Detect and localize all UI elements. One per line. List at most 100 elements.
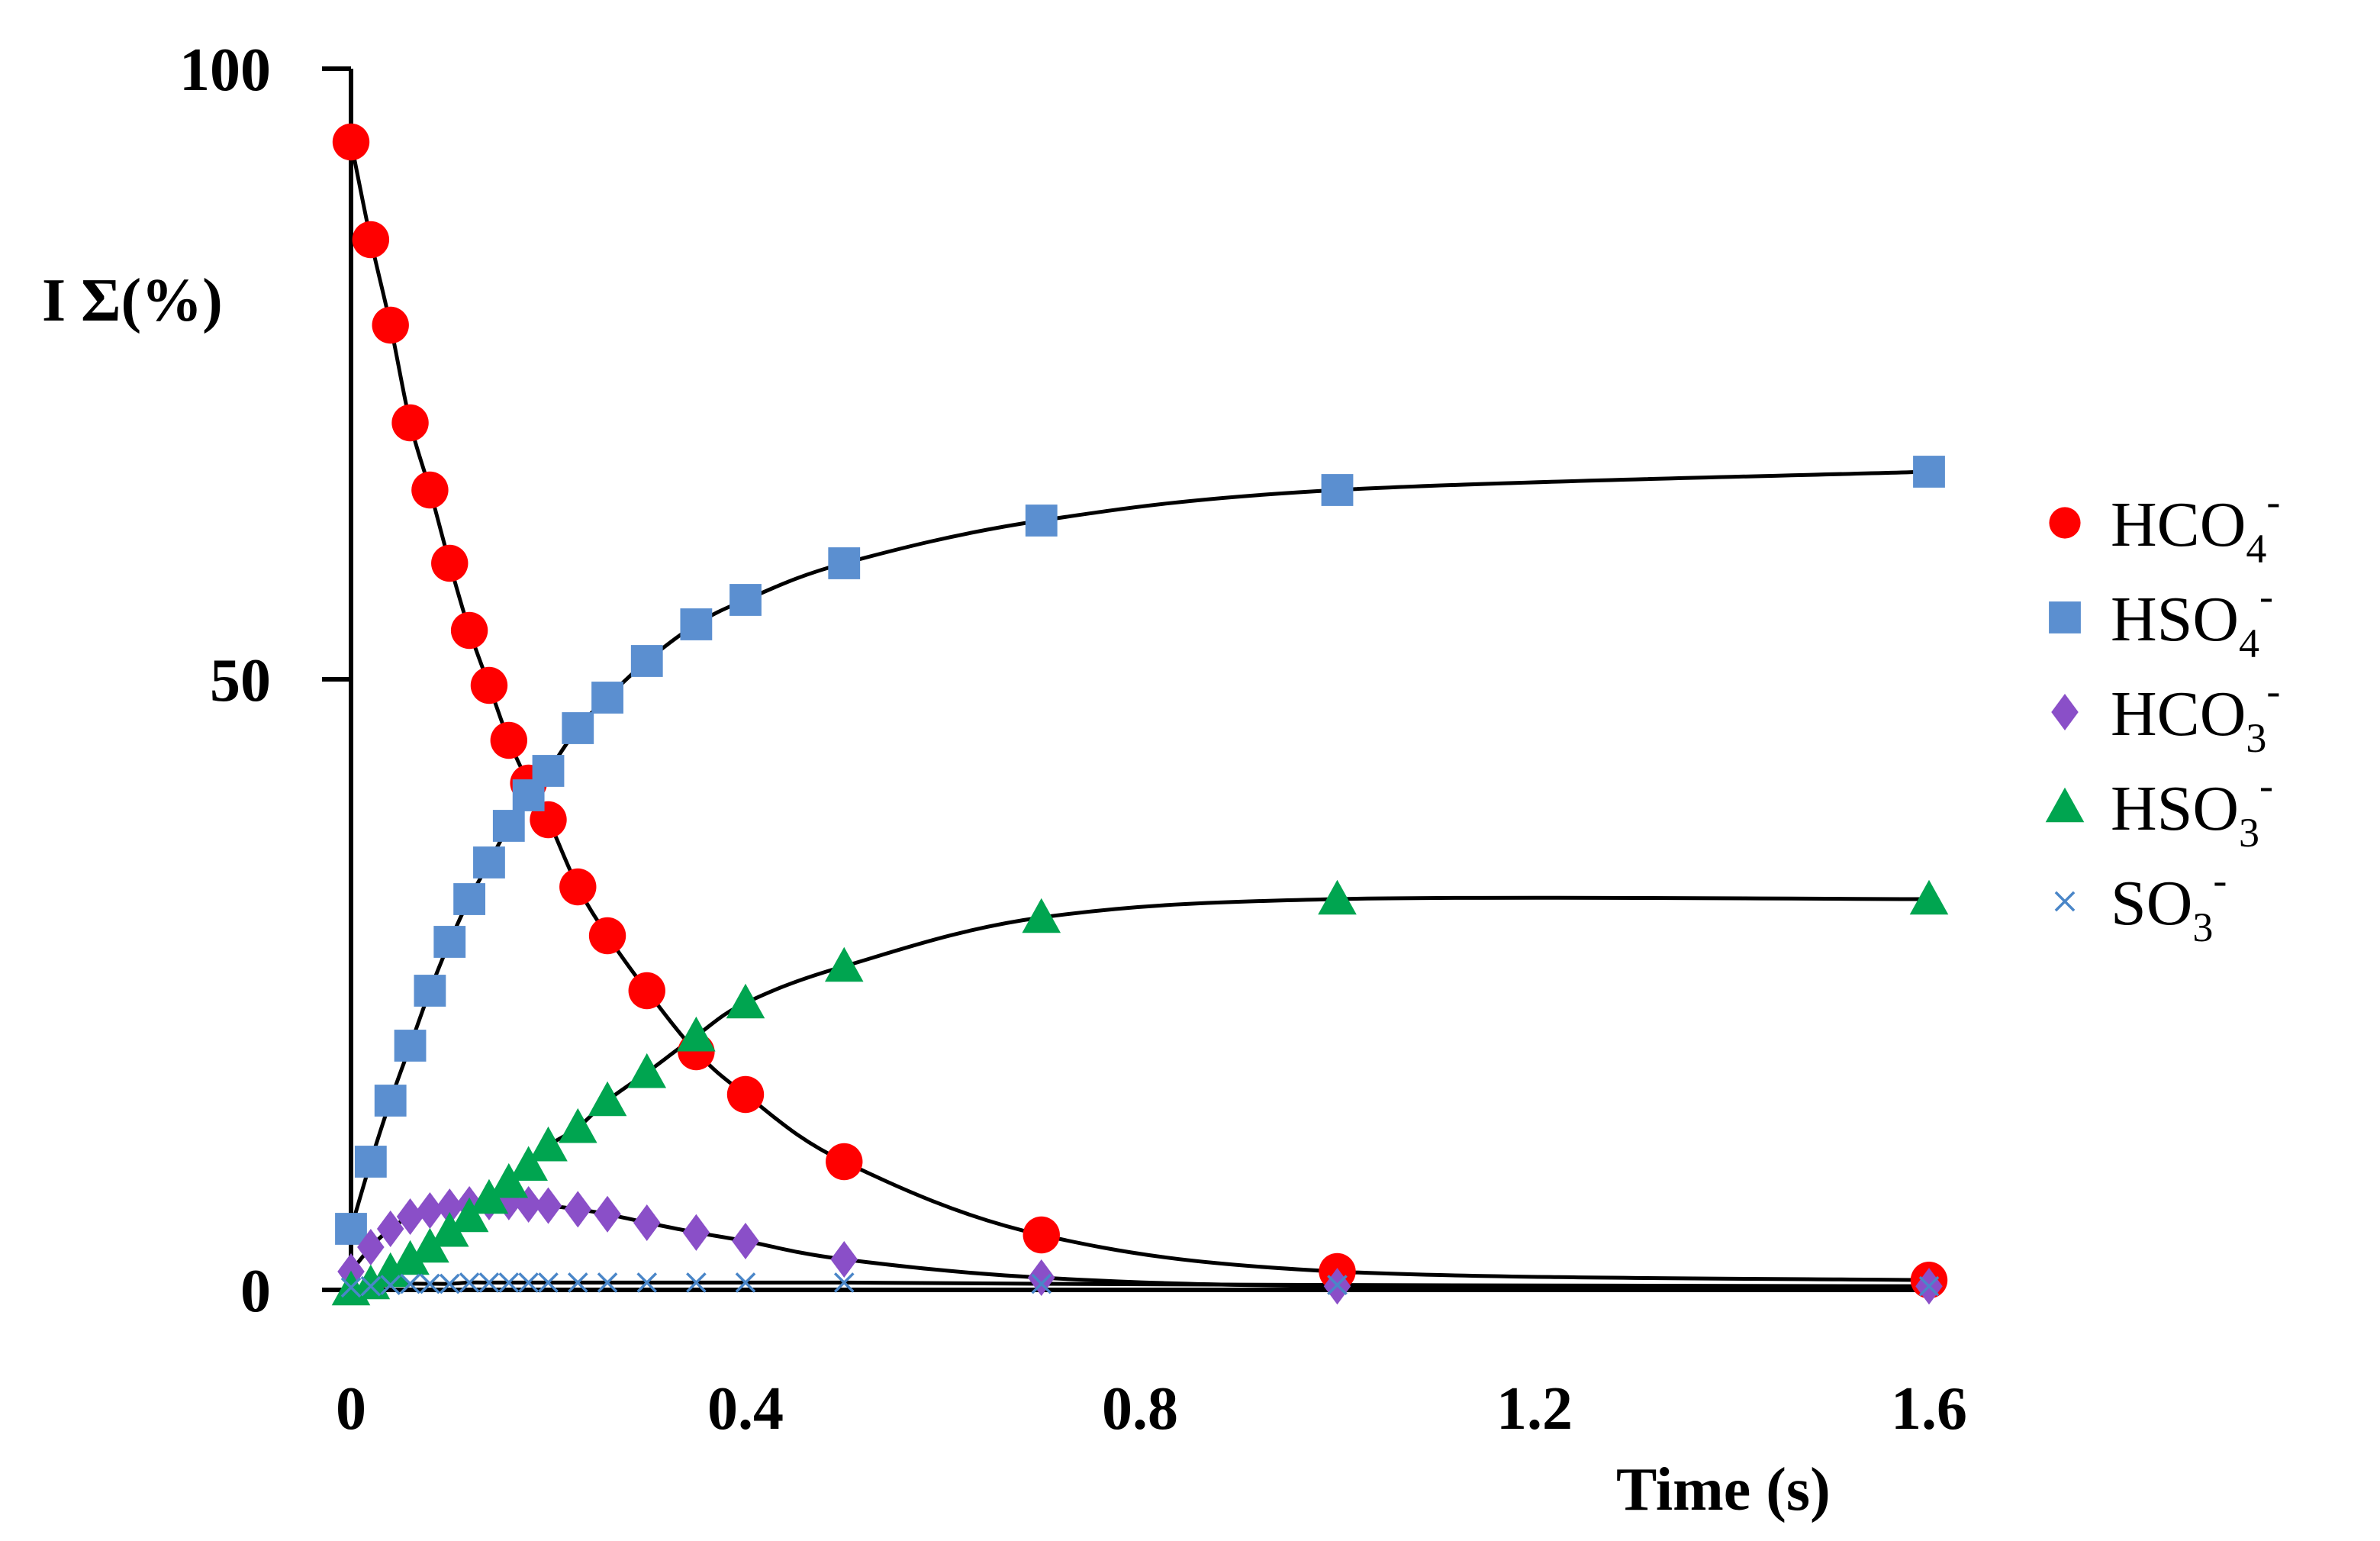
data-point-x [1327, 1275, 1348, 1295]
data-point-diamond [594, 1195, 621, 1233]
legend-label: HCO3- [2111, 668, 2280, 761]
data-point-square [729, 584, 762, 616]
data-point-x [1918, 1275, 1940, 1297]
data-point-circle [470, 666, 508, 704]
data-point-x [380, 1275, 401, 1295]
data-point-square [335, 1213, 367, 1245]
data-point-x [420, 1273, 440, 1294]
data-point-diamond [1027, 1259, 1055, 1297]
data-point-square [630, 645, 663, 677]
data-point-triangle [489, 1162, 529, 1198]
data-point-square [1913, 456, 1945, 488]
fit-curve-3 [350, 895, 1930, 1292]
data-point-diamond [514, 1185, 543, 1223]
legend-marker-diamond [2051, 693, 2079, 731]
data-point-circle [352, 221, 390, 259]
data-point-square [591, 682, 623, 714]
data-point-diamond [830, 1240, 858, 1278]
data-point-triangle [824, 946, 864, 982]
data-point-x [400, 1273, 420, 1294]
data-point-x [735, 1272, 756, 1293]
data-point-circle [490, 721, 527, 759]
data-point-triangle [449, 1197, 489, 1233]
data-point-triangle [430, 1211, 469, 1247]
data-point-square [374, 1085, 407, 1117]
data-point-triangle [1909, 879, 1949, 915]
legend-marker-square [2049, 601, 2081, 633]
data-point-x [340, 1277, 362, 1298]
data-point-triangle [1318, 879, 1357, 915]
data-point-square [473, 846, 505, 878]
data-point-circle [431, 544, 469, 582]
data-point-diamond [357, 1228, 385, 1266]
legend-label: HSO3- [2111, 762, 2273, 856]
data-point-diamond [416, 1191, 444, 1230]
data-point-circle [726, 1075, 765, 1114]
legend-marker-circle [2049, 507, 2081, 539]
data-point-x [459, 1272, 480, 1293]
data-point-square [492, 810, 525, 842]
data-point-x [1031, 1273, 1052, 1294]
data-point-x [686, 1272, 707, 1293]
data-point-square [1025, 505, 1058, 537]
data-point-square [1321, 474, 1354, 506]
data-point-square [433, 926, 466, 958]
y-tick-label: 100 [179, 37, 271, 104]
data-point-circle [450, 611, 488, 650]
fit-curve-1 [349, 469, 1930, 1230]
data-point-square [354, 1146, 387, 1178]
data-point-x [636, 1272, 658, 1293]
data-point-x [538, 1272, 559, 1293]
data-point-circle [588, 917, 626, 955]
data-point-triangle [627, 1053, 667, 1088]
data-point-x [518, 1272, 539, 1293]
x-tick-label: 0 [336, 1375, 366, 1443]
data-point-x [439, 1273, 460, 1294]
data-point-square [414, 975, 446, 1007]
data-point-diamond [534, 1187, 562, 1224]
legend-label: SO3- [2111, 857, 2227, 950]
data-point-diamond [564, 1191, 592, 1228]
fit-curve-0 [349, 141, 1930, 1282]
data-point-diamond [376, 1210, 404, 1248]
data-point-triangle [469, 1178, 509, 1214]
x-tick-label: 0.8 [1102, 1375, 1178, 1443]
data-point-x [478, 1272, 500, 1293]
data-point-square [680, 608, 713, 640]
x-tick-label: 0.4 [707, 1375, 784, 1443]
data-point-circle [1023, 1216, 1060, 1254]
data-point-triangle [529, 1126, 568, 1162]
data-point-diamond [633, 1204, 661, 1242]
data-point-triangle [351, 1264, 391, 1300]
data-point-circle [372, 306, 409, 344]
legend-label: HCO4- [2111, 479, 2280, 572]
data-point-triangle [588, 1081, 627, 1117]
data-point-triangle [391, 1240, 430, 1275]
data-point-x [360, 1275, 382, 1297]
fit-curve-4 [350, 1280, 1930, 1290]
data-point-circle [628, 972, 665, 1010]
data-point-circle [411, 471, 449, 509]
data-point-diamond [682, 1214, 710, 1251]
data-point-triangle [1022, 898, 1061, 933]
y-axis-title: I Σ(%) [42, 267, 223, 334]
data-point-triangle [726, 983, 765, 1019]
data-point-circle [391, 404, 429, 442]
legend-marker-triangle [2045, 787, 2085, 823]
data-point-x [498, 1272, 520, 1293]
x-tick-label: 1.2 [1496, 1375, 1573, 1443]
data-point-triangle [371, 1252, 410, 1288]
data-markers [331, 123, 1949, 1306]
x-tick-label: 1.6 [1891, 1375, 1967, 1443]
legend: HCO4-HSO4-HCO3-HSO3-SO3- [2045, 479, 2280, 950]
data-point-diamond [436, 1188, 464, 1226]
data-point-circle [559, 868, 597, 906]
data-point-diamond [396, 1198, 424, 1236]
data-point-square [828, 547, 861, 579]
data-point-x [833, 1272, 855, 1293]
data-point-square [394, 1030, 427, 1062]
data-point-square [562, 712, 594, 744]
data-point-x [567, 1272, 588, 1293]
data-point-square [453, 883, 485, 915]
